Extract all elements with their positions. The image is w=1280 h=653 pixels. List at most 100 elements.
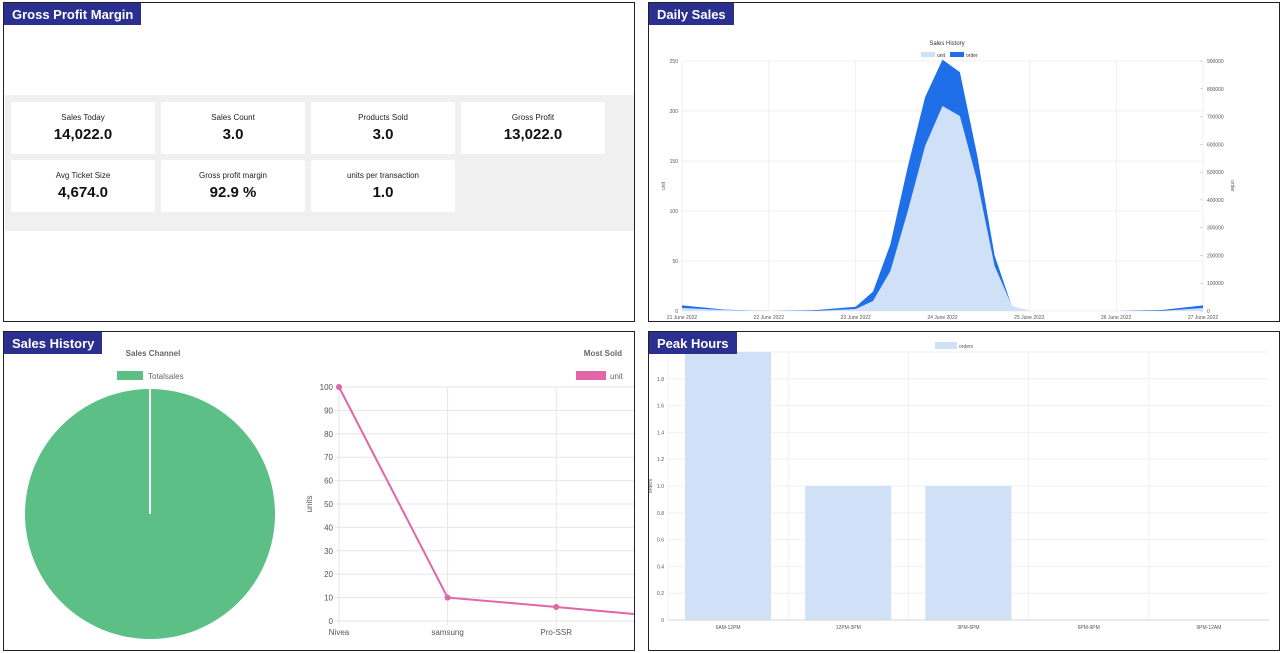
kpi-card-sales-today: Sales Today 14,022.0 [11, 102, 155, 154]
y-tick-label: 30 [324, 547, 333, 556]
kpi-label: units per transaction [346, 171, 420, 180]
x-tick-label: 22 June 2022 [754, 315, 785, 321]
kpi-value: 3.0 [372, 126, 394, 143]
kpi-label: Gross Profit [511, 113, 555, 122]
kpi-card-avg-ticket: Avg Ticket Size 4,674.0 [11, 160, 155, 212]
x-tick-label: 6AM-12PM [716, 625, 741, 631]
data-point [336, 384, 342, 390]
kpi-value: 14,022.0 [53, 126, 113, 143]
legend-label-totalsales: Totalsales [148, 372, 184, 381]
kpi-label: Avg Ticket Size [55, 171, 111, 180]
kpi-card-sales-count: Sales Count 3.0 [161, 102, 305, 154]
y-tick-label: 20 [324, 570, 333, 579]
y-tick-label: 50 [672, 259, 678, 265]
y-tick-label: 50 [324, 500, 333, 509]
y2-tick-label: 700000 [1207, 115, 1224, 121]
legend-swatch-orders [935, 342, 957, 349]
kpi-value: 92.9 % [209, 184, 257, 201]
data-point [553, 603, 560, 610]
kpi-card-gross-profit: Gross Profit 13,022.0 [461, 102, 605, 154]
kpi-label: Sales Today [61, 113, 105, 122]
y2-tick-label: 100000 [1207, 281, 1224, 287]
y-tick-label: 80 [324, 430, 333, 439]
x-tick-label: 24 June 2022 [927, 315, 958, 321]
sales-history-panel: Sales Channel Totalsales Most Sold unit 0 10… [3, 331, 635, 651]
kpi-label: Sales Count [211, 113, 255, 122]
x-tick-label: samsung [431, 628, 463, 637]
y-tick-label: 0.4 [657, 564, 664, 570]
data-point [444, 594, 451, 601]
y-tick-label: 90 [324, 406, 333, 415]
panel-title: Peak Hours [649, 332, 737, 354]
y2-axis-label: order [1229, 180, 1235, 192]
peak-hours-panel: orders00.20.40.60.81.01.21.41.61.82.0ord… [648, 331, 1280, 651]
kpi-value: 3.0 [222, 126, 244, 143]
chart-title: Sales History [929, 41, 964, 47]
series-line-unit [338, 386, 634, 615]
kpi-label: Products Sold [358, 113, 408, 122]
sales-channel-chart: Sales Channel Totalsales [25, 349, 275, 639]
kpi-card-units-per-transaction: units per transaction 1.0 [311, 160, 455, 212]
panel-title: Gross Profit Margin [4, 3, 142, 25]
x-tick-label: 25 June 2022 [1014, 315, 1045, 321]
x-tick-label: 26 June 2022 [1101, 315, 1132, 321]
y2-tick-label: 0 [1207, 309, 1210, 315]
y2-tick-label: 600000 [1207, 142, 1224, 148]
y-tick-label: 1.4 [657, 430, 664, 436]
y-tick-label: 60 [324, 477, 333, 486]
bar [805, 486, 892, 620]
legend-label-unit: unit [610, 372, 624, 381]
y2-tick-label: 200000 [1207, 253, 1224, 259]
x-tick-label: 21 June 2022 [667, 315, 698, 321]
x-tick-label: 23 June 2022 [841, 315, 872, 321]
y-tick-label: 1.2 [657, 457, 664, 463]
y2-tick-label: 300000 [1207, 226, 1224, 232]
legend-label-order: order [966, 53, 978, 59]
x-tick-label: 12PM-3PM [836, 625, 861, 631]
y-tick-label: 70 [324, 453, 333, 462]
series-area-unit [682, 106, 1203, 311]
chart-title: Sales Channel [126, 349, 181, 358]
kpi-value: 4,674.0 [57, 184, 109, 201]
x-tick-label: 6PM-9PM [1078, 625, 1100, 631]
panel-title: Daily Sales [649, 3, 734, 25]
legend-swatch-totalsales [117, 371, 143, 380]
kpi-value: 1.0 [372, 184, 394, 201]
y-tick-label: 0.2 [657, 591, 664, 597]
peak-hours-chart: orders00.20.40.60.81.01.21.41.61.82.0ord… [649, 342, 1269, 631]
y2-tick-label: 400000 [1207, 198, 1224, 204]
legend-swatch-unit [921, 52, 935, 57]
daily-sales-chart: Sales History unit order 0 50 100 150 200 250 0 10… [661, 41, 1235, 321]
y-axis-label: orders [649, 478, 654, 493]
chart-title: Most Sold [584, 349, 622, 358]
x-tick-label: 9PM-12AM [1196, 625, 1221, 631]
x-tick-label: 3PM-6PM [957, 625, 979, 631]
y-tick-label: 0 [329, 617, 334, 626]
y-axis-label: unit [661, 181, 667, 190]
y-tick-label: 1.0 [657, 484, 664, 490]
legend-label-orders: orders [959, 344, 974, 350]
legend-label-unit: unit [937, 53, 946, 59]
legend-swatch-unit [576, 371, 606, 380]
y-tick-label: 10 [324, 594, 333, 603]
y2-tick-label: 900000 [1207, 59, 1224, 65]
x-tick-label: 27 June 2022 [1188, 315, 1219, 321]
y-tick-label: 200 [670, 109, 679, 115]
y-tick-label: 100 [320, 383, 334, 392]
kpi-label: Gross profit margin [198, 171, 268, 180]
x-tick-label: Pro-SSR [540, 628, 572, 637]
bar [925, 486, 1012, 620]
y-tick-label: 0.6 [657, 538, 664, 544]
y-tick-label: 1.6 [657, 404, 664, 410]
bar [685, 352, 771, 620]
y-tick-label: 100 [670, 209, 679, 215]
kpi-strip: Sales Today 14,022.0 Sales Count 3.0 Pro… [5, 95, 634, 231]
panel-title: Sales History [4, 332, 103, 354]
y-tick-label: 0 [661, 618, 664, 624]
kpi-card-gross-profit-margin: Gross profit margin 92.9 % [161, 160, 305, 212]
y2-tick-label: 500000 [1207, 170, 1224, 176]
x-tick-label: Nivea [329, 628, 350, 637]
y-tick-label: 250 [670, 59, 679, 65]
most-sold-chart: Most Sold unit 0 10 20 30 40 50 60 70 80 90 100 Nivea… [305, 349, 634, 637]
y-axis-label: units [305, 496, 314, 513]
